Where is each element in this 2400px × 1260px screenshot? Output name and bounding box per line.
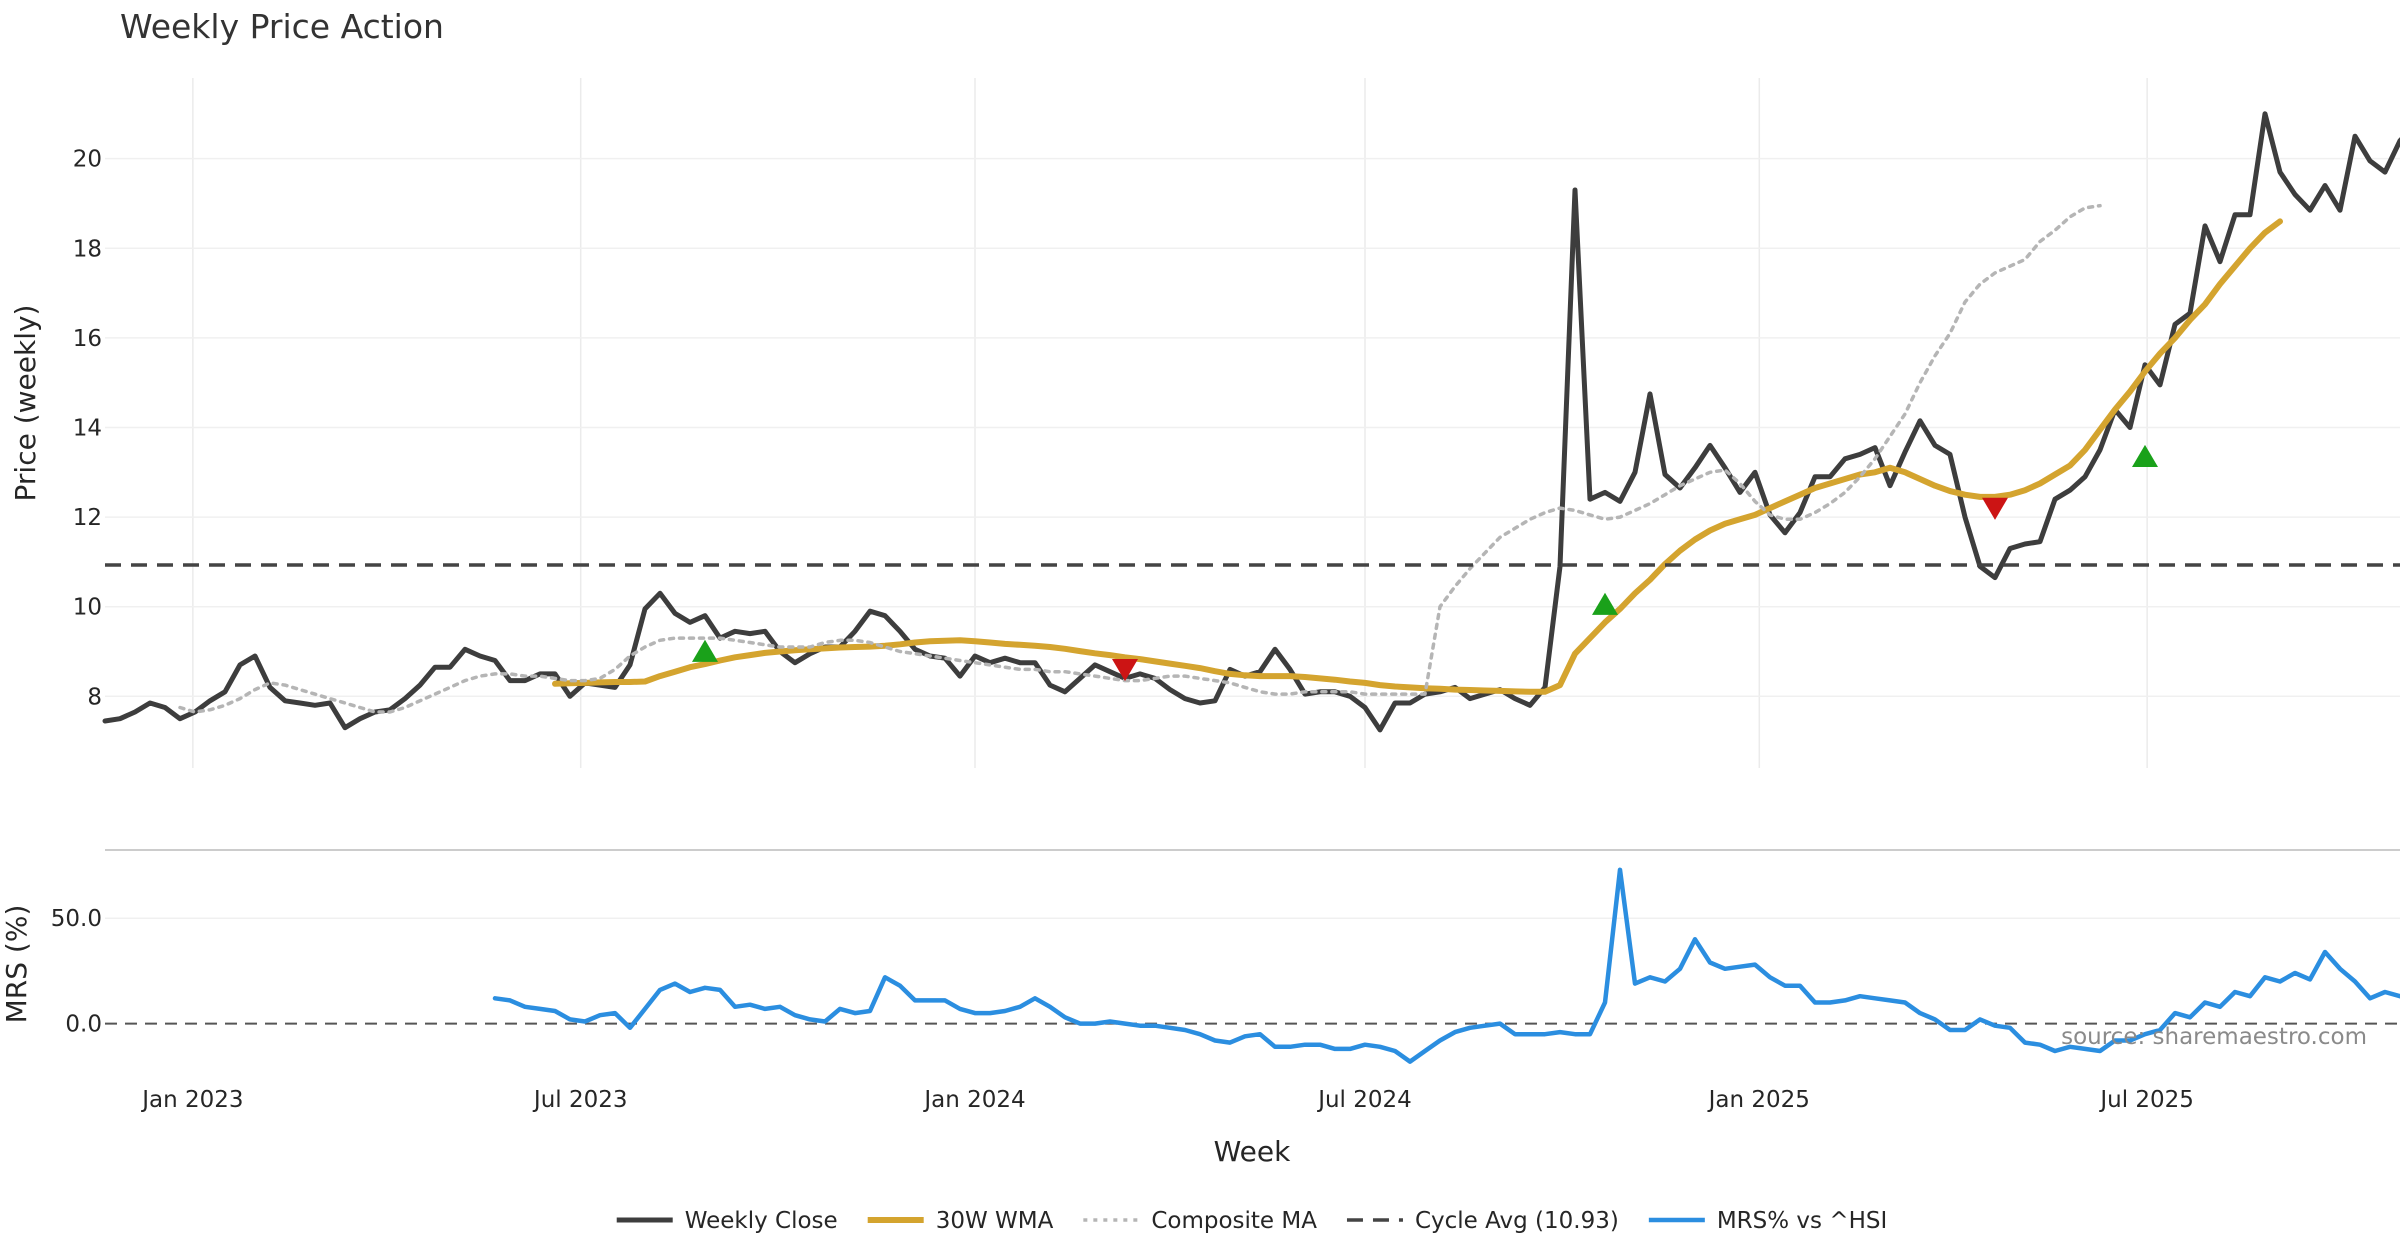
series-composite-ma	[178, 203, 2102, 714]
price-y-ticks: 8 10 12 14 16 18 20	[73, 147, 102, 711]
price-y-tick-label: 18	[73, 236, 102, 262]
mrs-y-tick-label: 0.0	[65, 1012, 102, 1038]
signal-markers	[692, 444, 2158, 682]
legend: Weekly Close 30W WMA Composite MA Cycle Avg…	[616, 1208, 1887, 1234]
mrs-series-layer	[492, 867, 2400, 1064]
price-y-tick-label: 16	[73, 326, 102, 352]
x-axis-label: Week	[1214, 1135, 1291, 1168]
chart-title: Weekly Price Action	[120, 7, 444, 46]
source-note: source: sharemaestro.com	[2061, 1024, 2367, 1050]
x-tick-label: Jul 2024	[1316, 1087, 1412, 1113]
price-y-tick-label: 14	[73, 415, 102, 441]
x-tick-label: Jul 2023	[532, 1087, 628, 1113]
price-y-axis-label: Price (weekly)	[9, 305, 42, 502]
x-tick-label: Jan 2023	[140, 1087, 243, 1113]
x-tick-label: Jan 2024	[922, 1087, 1025, 1113]
mrs-grid	[105, 917, 2400, 1025]
legend-label-cycle-avg-10-93: Cycle Avg (10.93)	[1415, 1208, 1619, 1234]
price-series-layer	[102, 111, 2400, 733]
sell-signal-marker	[1112, 659, 1138, 682]
legend-label-mrs-vs-hsi: MRS% vs ^HSI	[1717, 1208, 1887, 1234]
price-y-tick-label: 8	[87, 684, 102, 710]
price-grid	[105, 78, 2400, 768]
mrs-y-tick-label: 50.0	[51, 906, 102, 932]
sell-signal-marker	[1982, 497, 2008, 520]
mrs-y-ticks: 0.0 50.0	[51, 906, 102, 1037]
buy-signal-marker	[692, 639, 718, 662]
legend-label-composite-ma: Composite MA	[1151, 1208, 1317, 1234]
series-mrs-vs-hsi	[492, 867, 2400, 1064]
mrs-y-axis-label: MRS (%)	[0, 905, 33, 1024]
legend-label-30w-wma: 30W WMA	[936, 1208, 1054, 1234]
price-y-tick-label: 20	[73, 147, 102, 173]
x-tick-label: Jan 2025	[1707, 1087, 1810, 1113]
legend-label-weekly-close: Weekly Close	[685, 1208, 838, 1234]
price-y-tick-label: 10	[73, 595, 102, 621]
series-30w-wma	[552, 218, 2283, 695]
buy-signal-marker	[1592, 592, 1618, 615]
series-weekly-close	[102, 111, 2400, 733]
buy-signal-marker	[2132, 444, 2158, 468]
x-ticks: Jan 2023 Jul 2023 Jan 2024 Jul 2024 Jan 2025…	[140, 1087, 2194, 1113]
price-y-tick-label: 12	[73, 505, 102, 531]
x-tick-label: Jul 2025	[2098, 1087, 2194, 1113]
